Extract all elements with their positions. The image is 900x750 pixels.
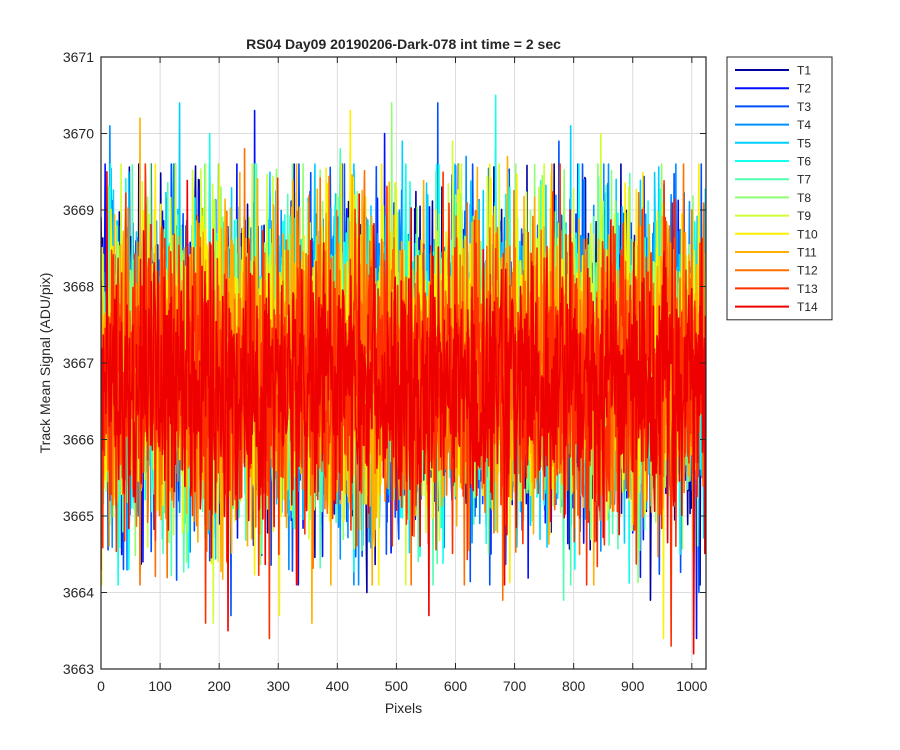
legend-label: T7 [797,173,811,187]
x-tick-label: 400 [326,678,350,694]
x-axis-label: Pixels [385,700,422,716]
legend-item-t8: T8 [735,191,811,205]
legend-item-t4: T4 [735,118,811,132]
y-tick-label: 3670 [63,126,94,142]
x-tick-label: 900 [621,678,645,694]
tick-marks [100,56,706,670]
legend-label: T2 [797,82,811,96]
y-tick-label: 3666 [63,432,94,448]
x-tick-label: 500 [385,678,409,694]
legend-label: T1 [797,64,811,78]
x-tick-label: 800 [562,678,586,694]
legend-item-t10: T10 [735,227,818,241]
x-tick-label: 300 [267,678,291,694]
x-tick-label: 1000 [676,678,707,694]
x-tick-label: 600 [444,678,468,694]
legend-item-t2: T2 [735,82,811,96]
legend-label: T13 [797,282,818,296]
x-tick-labels: 0 100 200 300 400 500 600 700 800 900 1000 [97,678,707,694]
legend-box [726,56,833,321]
y-tick-label: 3664 [63,585,94,601]
legend-label: T10 [797,227,818,241]
legend-item-t14: T14 [735,300,818,314]
legend-label: T12 [797,264,818,278]
chart-title: RS04 Day09 20190206-Dark-078 int time = … [246,36,561,52]
legend: T1 T2 T3 T4 T5 T6 T7 T8 T9 T10 T11 T12 T13 T14 [726,56,833,321]
y-tick-label: 3663 [63,661,94,677]
legend-item-t9: T9 [735,209,811,223]
legend-item-t6: T6 [735,155,811,169]
legend-item-t7: T7 [735,173,811,187]
legend-item-t5: T5 [735,136,811,150]
x-tick-label: 100 [148,678,172,694]
legend-label: T5 [797,136,811,150]
series-lines [101,94,706,655]
y-tick-label: 3669 [63,202,94,218]
y-tick-label: 3671 [63,49,94,65]
legend-label: T4 [797,118,811,132]
legend-label: T11 [797,246,817,260]
legend-item-t11: T11 [735,246,817,260]
series-line-t14 [101,170,706,655]
legend-item-t13: T13 [735,282,818,296]
y-tick-label: 3668 [63,279,94,295]
legend-label: T14 [797,300,818,314]
legend-label: T6 [797,155,811,169]
legend-label: T3 [797,100,811,114]
x-tick-label: 200 [207,678,231,694]
x-tick-label: 700 [503,678,527,694]
legend-item-t12: T12 [735,264,818,278]
legend-label: T9 [797,209,811,223]
y-tick-label: 3665 [63,508,94,524]
legend-item-t1: T1 [735,64,811,78]
legend-item-t3: T3 [735,100,811,114]
y-tick-labels: 3663 3664 3665 3666 3667 3668 3669 3670 3671 [63,49,94,677]
x-tick-label: 0 [97,678,105,694]
legend-label: T8 [797,191,811,205]
y-tick-label: 3667 [63,355,94,371]
y-axis-label: Track Mean Signal (ADU/pix) [37,273,53,454]
